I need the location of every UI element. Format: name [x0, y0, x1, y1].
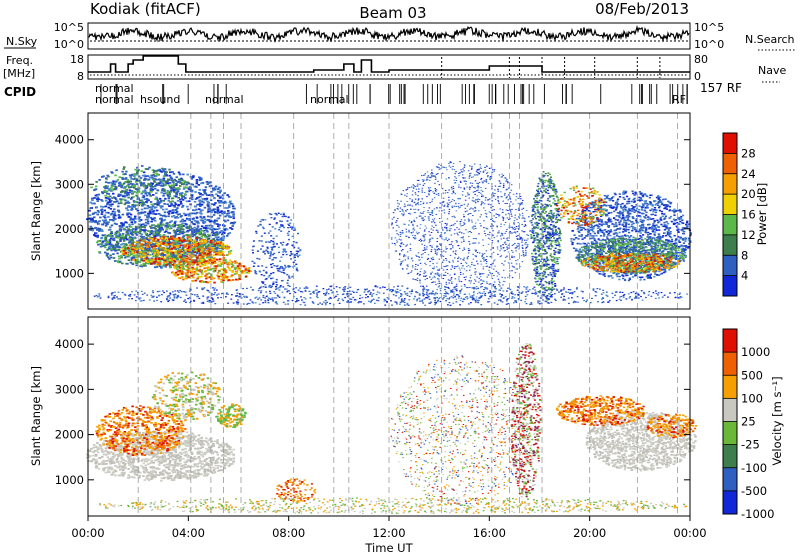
x-tick-label-3: 12:00	[372, 526, 405, 540]
y-tick-label-3: 4000	[55, 337, 84, 351]
velocity-y-axis-label: Slant Range [km]	[29, 366, 43, 466]
colorbar-tick-4: 20	[741, 187, 756, 201]
power-panel: 1000 2000 3000 4000 Slant Range [km]	[29, 113, 692, 309]
nsky-label: N.Sky	[6, 35, 38, 48]
station-title: Kodiak (fitACF)	[90, 0, 201, 18]
y-tick-label-0: 1000	[55, 473, 84, 487]
freq-label: Freq.	[6, 54, 33, 67]
cpid-label: CPID	[4, 85, 36, 99]
y-tick-label-1: 2000	[55, 222, 84, 236]
y-tick-label-2: 3000	[55, 382, 84, 396]
colorbar-tick-4: -25	[741, 438, 760, 452]
x-tick-label-0: 00:00	[71, 526, 104, 540]
colorbar-tick-7: -1000	[741, 507, 774, 521]
beam-title: Beam 03	[359, 4, 426, 22]
nsearch-tick-bottom: 10^0	[694, 38, 724, 51]
y-tick-label-1: 2000	[55, 428, 84, 442]
colorbar-tick-2: 12	[741, 228, 756, 242]
y-tick-label-2: 3000	[55, 177, 84, 191]
velocity-panel: 1000 2000 3000 4000 00:00 04:00 08:00 12:00 16:…	[29, 317, 707, 554]
x-tick-label-2: 08:00	[272, 526, 305, 540]
power-y-axis-label: Slant Range [km]	[29, 161, 43, 261]
y-tick-label-3: 4000	[55, 133, 84, 147]
colorbar-tick-6: 28	[741, 146, 756, 160]
colorbar-tick-1: 500	[741, 368, 763, 382]
power-colorbar-label: Power [dB]	[755, 183, 769, 246]
nave-label: Nave	[758, 64, 786, 77]
nave-tick-top: 80	[694, 53, 708, 66]
colorbar-tick-5: -100	[741, 461, 767, 475]
x-tick-label-6: 00:00	[673, 526, 706, 540]
cpid-text-3: hsound	[140, 93, 180, 106]
x-tick-label-5: 20:00	[573, 526, 606, 540]
colorbar-tick-1: 8	[741, 248, 748, 262]
nsky-tick-top: 10^5	[54, 21, 84, 34]
cpid-row: CPID normal normal hsound normal normal …	[4, 81, 742, 106]
y-tick-label-0: 1000	[55, 266, 84, 280]
colorbar-tick-5: 24	[741, 167, 756, 181]
velocity-x-ticks: 00:00 04:00 08:00 12:00 16:00 20:00 00:00	[71, 516, 706, 540]
nsearch-tick-top: 10^5	[694, 21, 724, 34]
cpid-text-6: RF	[672, 93, 686, 106]
colorbar-tick-3: 16	[741, 208, 756, 222]
colorbar-tick-0: 4	[741, 269, 748, 283]
nsearch-label: N.Search	[745, 33, 795, 46]
freq-unit-label: [MHz]	[3, 67, 35, 80]
cpid-markers	[101, 84, 687, 104]
nsky-panel: N.Sky 10^5 10^0 10^5 10^0 N.Search	[4, 21, 796, 51]
velocity-colorbar-label: Velocity [m s⁻¹]	[770, 376, 784, 465]
cpid-text-4: normal	[205, 93, 244, 106]
x-tick-label-1: 04:00	[172, 526, 205, 540]
freq-panel: Freq. [MHz] 18 8 80 0 Nave	[3, 53, 786, 83]
colorbar-tick-0: 1000	[741, 345, 770, 359]
colorbar-tick-3: 25	[741, 415, 756, 429]
colorbar-tick-2: 100	[741, 391, 763, 405]
date-title: 08/Feb/2013	[595, 0, 689, 18]
nsky-tick-bottom: 10^0	[54, 38, 84, 51]
x-tick-label-4: 16:00	[473, 526, 506, 540]
cpid-tail: 157 RF	[700, 81, 742, 95]
cpid-text-5: normal	[310, 93, 349, 106]
freq-tick-top: 18	[70, 53, 84, 66]
freq-tick-bottom: 8	[77, 70, 84, 83]
colorbar-tick-6: -500	[741, 484, 767, 498]
power-colorbar: 4 8 12 16 20 24 28 Power [dB]	[723, 133, 769, 297]
cpid-text-2: normal	[95, 93, 134, 106]
x-axis-label: Time UT	[364, 541, 413, 554]
velocity-colorbar: 1000 500 100 25 -25 -100 -500 -1000 Velocity [m…	[723, 329, 784, 521]
